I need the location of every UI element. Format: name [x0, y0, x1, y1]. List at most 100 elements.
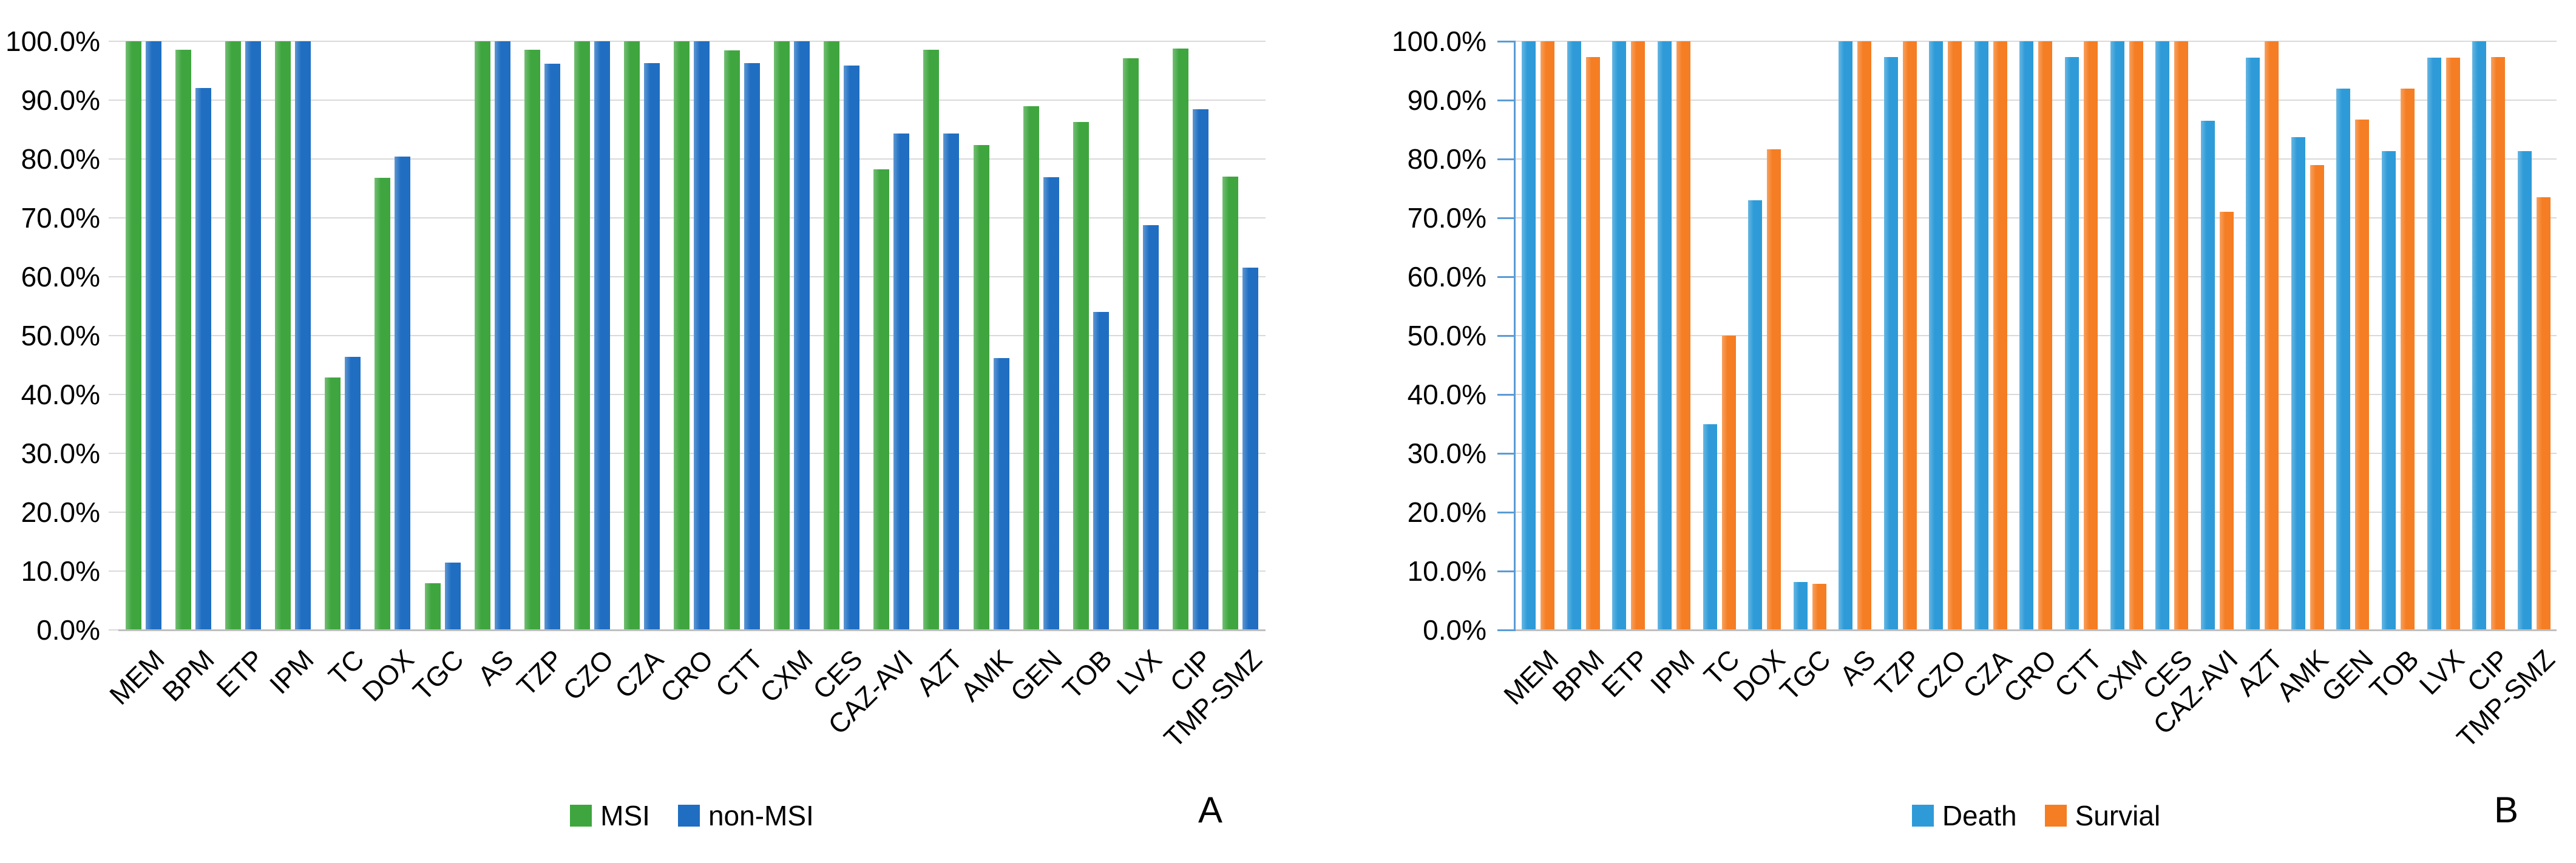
bar-group-as: [1832, 41, 1878, 630]
bar-group-etp: [1606, 41, 1652, 630]
bar-survial-amk: [2310, 164, 2324, 630]
bar-group-ces: [2149, 41, 2195, 630]
bar-msi-ces: [823, 41, 839, 630]
bar-msi-bpm: [175, 49, 191, 630]
bar-survial-mem: [1541, 41, 1555, 630]
y-axis-tick: [1497, 453, 1516, 455]
y-axis-tick: [1497, 276, 1516, 278]
legend-label: non-MSI: [708, 800, 814, 831]
bar-msi-czo: [574, 41, 591, 630]
bar-group-as: [467, 41, 517, 630]
x-axis-label: LVX: [1111, 643, 1168, 701]
bar-death-cxm: [2110, 41, 2124, 630]
x-axis-label: CTT: [709, 643, 769, 703]
gridline: [118, 335, 1266, 336]
y-axis-tick: [109, 394, 118, 395]
bar-death-dox: [1748, 200, 1763, 630]
y-axis-tick: [1497, 158, 1516, 160]
y-axis-tick: [109, 41, 118, 42]
gridline: [118, 217, 1266, 218]
bar-survial-cro: [2038, 41, 2053, 630]
bar-death-azt: [2246, 58, 2260, 630]
bar-death-tzp: [1883, 57, 1898, 630]
y-axis-tick: [109, 100, 118, 101]
y-axis-tick: [1497, 41, 1516, 42]
bar-non-msi-azt: [943, 134, 960, 630]
x-axis-label: CZA: [608, 643, 669, 705]
bar-msi-etp: [225, 41, 241, 630]
legend-label: MSI: [600, 800, 650, 831]
y-axis-tick: [109, 570, 118, 572]
bar-msi-cip: [1173, 48, 1189, 630]
y-axis-tick: [109, 158, 118, 160]
gridline: [1516, 453, 2557, 454]
bar-death-tob: [2381, 151, 2396, 630]
x-axis-label: TZP: [510, 643, 569, 702]
bar-group-cxm: [767, 41, 816, 630]
bar-survial-lvx: [2446, 58, 2460, 630]
gridline: [1516, 217, 2557, 218]
bar-non-msi-etp: [245, 41, 261, 630]
bar-group-lvx: [2421, 41, 2466, 630]
plot-area: [1497, 41, 2557, 631]
legend-entry: Death: [1911, 800, 2017, 831]
y-axis-label: 40.0%: [1407, 379, 1486, 410]
gridline: [118, 100, 1266, 101]
bar-msi-as: [474, 41, 490, 630]
x-axis-label: AMK: [954, 643, 1019, 708]
y-axis-tick: [1497, 512, 1516, 513]
bar-group-czo: [568, 41, 617, 630]
bar-group-caz-avi: [2194, 41, 2240, 630]
x-axis-label: AZT: [910, 643, 969, 702]
bar-group-tgc: [1787, 41, 1832, 630]
bar-death-czo: [1929, 41, 1944, 630]
bar-non-msi-ctt: [744, 63, 760, 630]
chart-panel-b: B 100.0% 90.0% 80.0% 70.0% 60.0% 50.0% 40.0% 30…: [1288, 0, 2576, 863]
bar-msi-tob: [1073, 121, 1089, 630]
x-axis-label: LVX: [2413, 643, 2470, 701]
x-axis-labels: MEM BPM ETP IPM TC DOX TGC AS TZP CZO CZA CRO CTT CXM…: [103, 638, 1267, 790]
bar-survial-tzp: [1902, 41, 1917, 630]
bar-survial-cxm: [2129, 41, 2143, 630]
bar-survial-ipm: [1676, 41, 1690, 630]
bar-survial-czo: [1948, 41, 1962, 630]
bars: [118, 41, 1266, 630]
bar-survial-cip: [2491, 57, 2506, 630]
bar-msi-tgc: [424, 583, 441, 630]
y-axis-tick: [1497, 570, 1516, 572]
bar-survial-caz-avi: [2219, 212, 2234, 630]
bar-survial-ces: [2174, 41, 2189, 630]
bar-non-msi-czo: [594, 41, 611, 630]
bar-survial-tmp-smz: [2536, 197, 2551, 630]
legend-label: Death: [1942, 800, 2017, 831]
bar-group-cxm: [2104, 41, 2149, 630]
bar-death-tmp-smz: [2517, 151, 2532, 630]
gridline: [1516, 394, 2557, 395]
y-axis-label: 90.0%: [21, 84, 100, 116]
bar-non-msi-cxm: [793, 41, 810, 630]
bar-death-bpm: [1567, 41, 1581, 630]
y-axis-label: 10.0%: [1407, 555, 1486, 587]
bar-death-lvx: [2427, 58, 2441, 630]
bar-death-cza: [1974, 41, 1988, 630]
bar-msi-cxm: [773, 41, 790, 630]
bar-death-ces: [2155, 41, 2170, 630]
bar-group-tmp-smz: [1216, 41, 1266, 630]
y-axis-tick: [109, 629, 118, 631]
y-axis-label: 50.0%: [21, 320, 100, 351]
bar-survial-ctt: [2084, 41, 2098, 630]
bar-group-gen: [2330, 41, 2376, 630]
y-axis-tick: [109, 512, 118, 513]
bar-death-etp: [1612, 41, 1627, 630]
legend-swatch-icon: [2044, 805, 2067, 827]
gridline: [118, 276, 1266, 277]
bar-group-tzp: [517, 41, 567, 630]
bar-death-caz-avi: [2200, 120, 2215, 630]
y-axis-tick: [1497, 217, 1516, 219]
y-axis-label: 0.0%: [1423, 614, 1486, 646]
bar-group-dox: [368, 41, 418, 630]
x-axis-label: CZO: [1909, 643, 1972, 706]
bar-death-ipm: [1657, 41, 1672, 630]
bar-group-ces: [816, 41, 866, 630]
bar-non-msi-gen: [1043, 177, 1059, 630]
